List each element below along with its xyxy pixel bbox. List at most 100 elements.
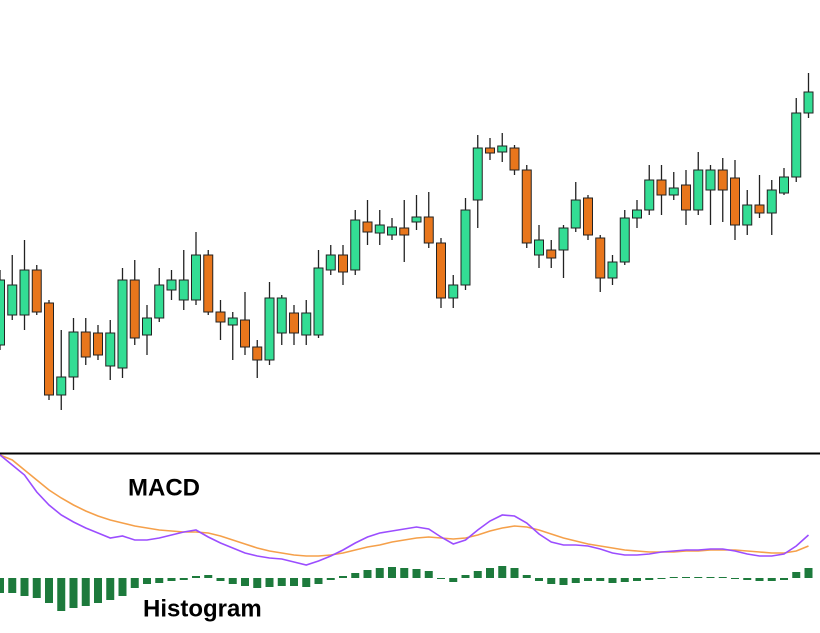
histogram-bar (314, 578, 323, 584)
indicator-line (0, 454, 810, 566)
histogram-bar (645, 578, 654, 580)
histogram-bar (216, 578, 225, 581)
histogram-bar (118, 578, 127, 596)
candle-body (632, 209, 642, 219)
histogram-bar (106, 578, 115, 600)
candle-body (766, 189, 777, 214)
candle-body (521, 169, 532, 244)
histogram-bar (412, 569, 421, 578)
macd-label: MACD (128, 474, 200, 501)
candle-body (362, 221, 373, 233)
histogram-bar (547, 578, 556, 584)
candle-body (191, 254, 201, 301)
histogram-bar (510, 568, 519, 578)
histogram-bar (755, 578, 764, 581)
histogram-bar (351, 573, 360, 578)
histogram-bar (669, 577, 678, 578)
histogram-bar (486, 568, 494, 578)
histogram-bar (559, 578, 568, 585)
histogram-bar (277, 578, 286, 586)
candle-body (619, 217, 630, 263)
histogram-bar (241, 578, 249, 586)
histogram-bar (228, 578, 237, 584)
candle-body (448, 284, 459, 299)
candle-body (411, 216, 422, 223)
candle-body (338, 254, 348, 273)
candle-body (497, 145, 508, 153)
candle-body (117, 279, 128, 369)
histogram-bar (780, 578, 788, 580)
histogram-bar (94, 578, 102, 603)
histogram-bar (400, 568, 409, 578)
candle-body (656, 179, 667, 196)
histogram-bar (192, 576, 200, 578)
histogram-bar (657, 578, 666, 579)
candle-body (350, 219, 361, 271)
histogram-bar (57, 578, 66, 611)
histogram-bar (32, 578, 41, 598)
histogram-bar (204, 575, 213, 578)
histogram-bar (731, 578, 739, 579)
candle-body (215, 311, 226, 323)
candle-body (791, 112, 802, 178)
histogram-bar (8, 578, 17, 593)
price-panel (0, 73, 814, 410)
histogram-bar (388, 567, 396, 578)
histogram-bar (155, 578, 164, 583)
candle-body (44, 302, 54, 396)
histogram-bar (449, 578, 458, 582)
candle-body (301, 312, 312, 336)
histogram-bar (608, 578, 617, 583)
candle-body (742, 204, 753, 226)
histogram-bar (69, 578, 78, 608)
histogram-bar (179, 578, 188, 580)
candle-body (93, 332, 103, 356)
histogram-bar (498, 566, 507, 578)
histogram-bar (302, 578, 311, 587)
candle-body (252, 346, 263, 361)
candle-body (178, 279, 189, 301)
histogram-bar (706, 577, 715, 578)
histogram-bar (45, 578, 53, 603)
histogram-bar (0, 578, 4, 593)
histogram-bar (130, 578, 139, 588)
candle-body (105, 332, 116, 367)
candle-body (399, 227, 410, 236)
histogram-bar (290, 578, 298, 586)
histogram-bar (81, 578, 90, 606)
candle-body (142, 317, 152, 336)
candle-body (485, 147, 495, 154)
candle-body (779, 176, 789, 194)
histogram-bar (143, 578, 151, 584)
histogram-bar (804, 568, 813, 578)
candle-body (325, 254, 336, 271)
histogram-bar (522, 575, 531, 578)
histogram-bar (571, 578, 580, 583)
candle-body (705, 169, 716, 191)
candle-body (264, 297, 275, 361)
candle-body (730, 177, 740, 226)
candle-body (534, 239, 544, 256)
histogram-bar (375, 568, 384, 578)
histogram-bar (326, 578, 335, 580)
candle-body (803, 91, 814, 114)
candle-body (227, 317, 238, 326)
candle-body (154, 284, 165, 319)
histogram-bar (718, 577, 727, 578)
histogram-bar (620, 578, 629, 582)
histogram-bar (767, 578, 776, 581)
histogram-bar (743, 578, 752, 580)
histogram-bar (167, 578, 176, 581)
candle-body (289, 312, 299, 334)
candle-body (313, 267, 324, 336)
candle-body (276, 297, 287, 334)
candle-body (374, 224, 385, 234)
candle-body (644, 179, 655, 211)
candle-body (472, 147, 483, 201)
histogram-bar (265, 578, 274, 587)
candle-body (129, 279, 140, 339)
candle-body (0, 279, 5, 346)
histogram-bar (694, 577, 703, 578)
candle-body (509, 147, 520, 171)
